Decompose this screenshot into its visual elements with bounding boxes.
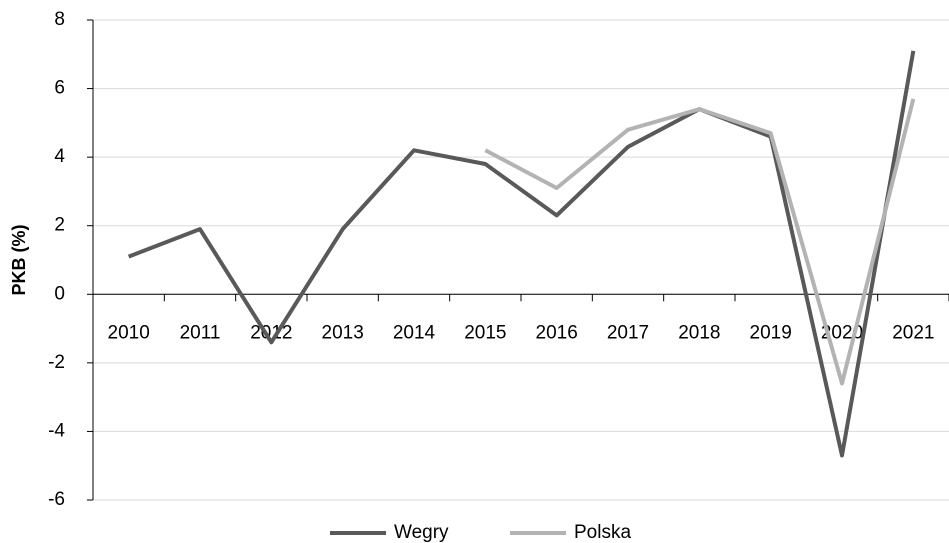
x-tick-label: 2011	[180, 322, 221, 343]
legend-label: Wegry	[394, 522, 449, 543]
x-tick-label: 2021	[892, 322, 934, 343]
series-line	[484, 98, 916, 386]
y-tick-label: 4	[54, 146, 65, 167]
y-tick-label: 8	[54, 9, 65, 30]
x-tick-label: 2016	[536, 322, 578, 343]
series-line	[127, 50, 916, 458]
x-tick-label: 2019	[750, 322, 792, 343]
x-tick-label: 2018	[678, 322, 720, 343]
x-tick-label: 2017	[607, 322, 649, 343]
y-tick-label: 2	[54, 215, 65, 236]
x-tick-label: 2010	[108, 322, 150, 343]
legend-label: Polska	[574, 522, 631, 543]
x-tick-label: 2015	[464, 322, 506, 343]
y-tick-label: 0	[54, 283, 65, 304]
y-tick-label: -6	[48, 489, 65, 510]
y-tick-label: -2	[48, 352, 65, 373]
y-axis-label: PKB (%)	[9, 224, 29, 295]
x-tick-label: 2013	[322, 322, 364, 343]
y-tick-label: -4	[48, 420, 65, 441]
y-tick-label: 6	[54, 78, 65, 99]
x-tick-label: 2014	[393, 322, 436, 343]
